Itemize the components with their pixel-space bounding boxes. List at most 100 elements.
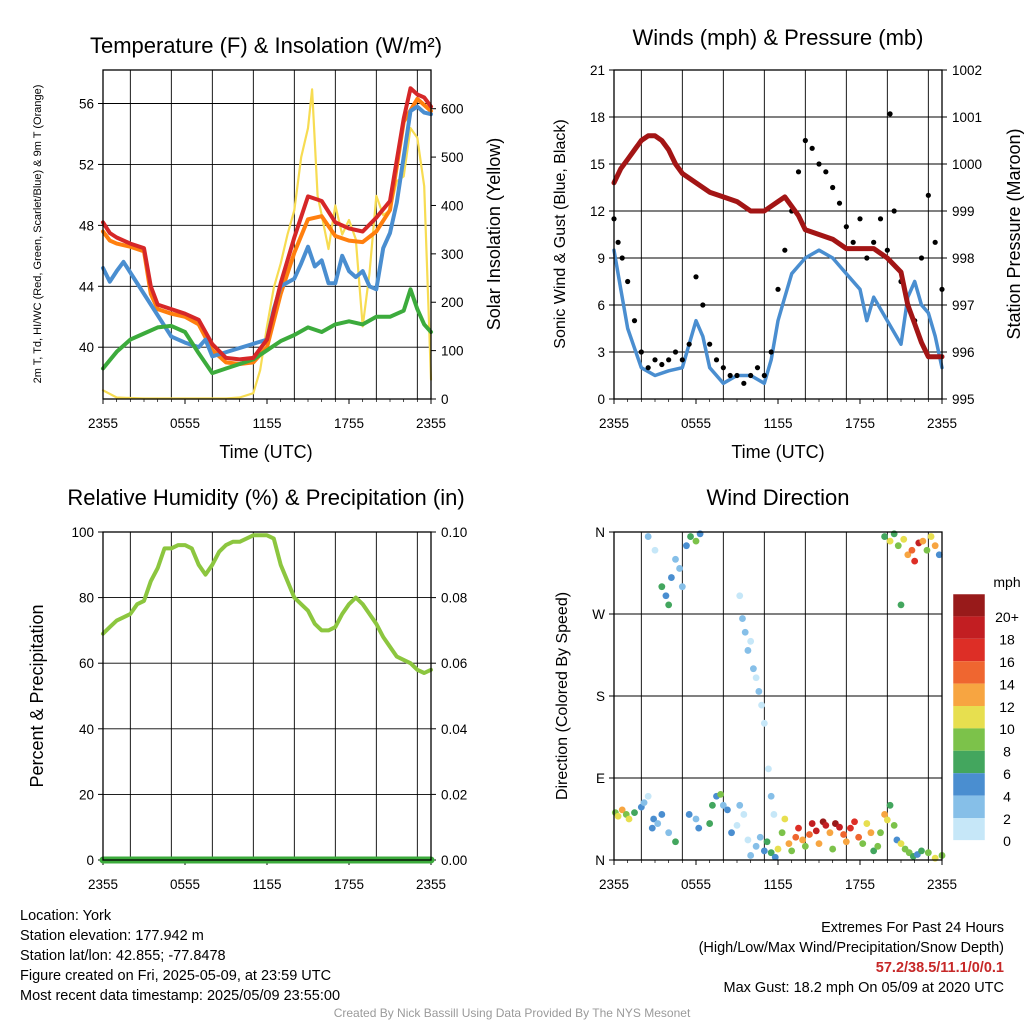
plot-frame bbox=[613, 531, 943, 861]
direction-point bbox=[931, 542, 939, 550]
x-tick-label: 2355 bbox=[88, 877, 118, 892]
direction-point bbox=[618, 806, 626, 814]
plot-frame bbox=[102, 69, 432, 400]
direction-point bbox=[724, 806, 731, 814]
direction-point bbox=[687, 533, 694, 540]
y2-tick-label: 600 bbox=[441, 102, 464, 117]
direction-point bbox=[758, 701, 765, 709]
temp-chart-title: Temperature (F) & Insolation (W/m²) bbox=[90, 33, 442, 58]
direction-point bbox=[792, 833, 800, 841]
gust-point bbox=[877, 216, 884, 222]
y-tick-label: 40 bbox=[79, 722, 94, 737]
heat-index-line bbox=[101, 104, 433, 359]
direction-point bbox=[927, 533, 935, 540]
extremes-values: 57.2/38.5/11.1/0/0.1 bbox=[875, 960, 1004, 976]
gust-point bbox=[891, 208, 897, 214]
gust-point bbox=[802, 137, 808, 144]
y-tick-label: 0 bbox=[597, 392, 605, 407]
y-tick-label: 56 bbox=[79, 97, 94, 112]
direction-point bbox=[886, 801, 894, 809]
gust-point bbox=[768, 349, 774, 355]
direction-point bbox=[676, 565, 683, 572]
temp-right-axis-label: Solar Insolation (Yellow) bbox=[484, 138, 504, 330]
y2-tick-label: 400 bbox=[441, 198, 464, 213]
direction-point bbox=[908, 546, 916, 554]
gust-point bbox=[748, 372, 754, 379]
extremes-title: Extremes For Past 24 Hours bbox=[821, 920, 1004, 936]
legend-label: 18 bbox=[999, 632, 1015, 648]
gust-point bbox=[816, 161, 822, 167]
wind-x-axis-label: Time (UTC) bbox=[731, 442, 824, 462]
speed-legend: 20+ 18 16 14 12 10 8 6 4 2 0 bbox=[952, 593, 1019, 849]
y2-tick-label: 0.10 bbox=[441, 525, 467, 540]
y-tick-label: 20 bbox=[79, 787, 94, 802]
direction-point bbox=[812, 827, 820, 835]
wind-direction-chart: Wind Direction Direction (Colored By Spe… bbox=[554, 485, 1021, 892]
y-tick-label: 40 bbox=[79, 340, 94, 355]
gust-point bbox=[631, 318, 638, 324]
rh-chart-title: Relative Humidity (%) & Precipitation (i… bbox=[67, 485, 464, 510]
direction-point bbox=[855, 833, 863, 841]
y2-tick-label: 0.08 bbox=[441, 591, 467, 606]
gust-point bbox=[615, 239, 621, 245]
wind-speed-line bbox=[612, 248, 944, 386]
x-tick-label: 1755 bbox=[334, 416, 364, 431]
direction-point bbox=[662, 592, 670, 600]
gust-point bbox=[638, 349, 644, 355]
direction-point bbox=[801, 842, 809, 850]
gust-point bbox=[932, 239, 938, 245]
legend-label: 10 bbox=[999, 721, 1015, 737]
direction-point bbox=[672, 838, 679, 846]
y-tick-label: N bbox=[595, 853, 605, 868]
y2-tick-label: 995 bbox=[952, 392, 975, 407]
direction-point bbox=[658, 811, 666, 818]
y-tick-label: 48 bbox=[79, 218, 94, 233]
direction-point bbox=[883, 816, 891, 824]
legend-label: 2 bbox=[1003, 811, 1011, 827]
gust-point bbox=[700, 302, 706, 308]
legend-swatch bbox=[953, 773, 985, 796]
direction-point bbox=[706, 820, 714, 827]
direction-point bbox=[897, 840, 905, 847]
y-tick-label: 12 bbox=[590, 204, 605, 219]
direction-point bbox=[778, 829, 786, 837]
gust-point bbox=[754, 365, 761, 371]
gust-point bbox=[809, 145, 815, 151]
gust-point bbox=[713, 357, 720, 363]
wind-chart-title: Winds (mph) & Pressure (mb) bbox=[633, 25, 924, 50]
legend-label: 6 bbox=[1003, 766, 1011, 782]
legend-swatch bbox=[953, 616, 985, 639]
gust-point bbox=[693, 274, 699, 280]
x-tick-label: 2355 bbox=[88, 416, 118, 431]
direction-point bbox=[890, 821, 898, 829]
direction-point bbox=[836, 823, 843, 831]
gust-point bbox=[619, 255, 625, 261]
y2-tick-label: 0.02 bbox=[441, 787, 467, 802]
x-tick-label: 0555 bbox=[170, 416, 200, 431]
extremes-subtitle: (High/Low/Max Wind/Precipitation/Snow De… bbox=[698, 940, 1004, 956]
extremes-info: Extremes For Past 24 Hours (High/Low/Max… bbox=[699, 918, 1004, 998]
direction-point bbox=[788, 847, 796, 855]
dewpoint-line bbox=[101, 287, 433, 376]
direction-point bbox=[692, 537, 700, 545]
direction-point bbox=[678, 583, 686, 591]
legend-label: 16 bbox=[999, 654, 1015, 670]
station-location: Location: York bbox=[20, 908, 112, 924]
y-tick-label: 3 bbox=[597, 345, 605, 360]
direction-point bbox=[648, 824, 656, 832]
direction-point bbox=[924, 849, 932, 857]
x-tick-label: 1155 bbox=[763, 877, 792, 892]
direction-point bbox=[741, 628, 749, 636]
gust-point bbox=[645, 365, 651, 371]
gust-point bbox=[884, 247, 890, 253]
x-tick-label: 1155 bbox=[252, 877, 281, 892]
dir-left-axis-label: Direction (Colored By Speed) bbox=[554, 592, 571, 800]
direction-point bbox=[744, 836, 752, 844]
temp-x-axis-label: Time (UTC) bbox=[219, 442, 312, 462]
y-tick-label: 60 bbox=[79, 656, 94, 671]
y-tick-label: 9 bbox=[597, 251, 605, 266]
station-info: Location: York Station elevation: 177.94… bbox=[20, 906, 340, 1006]
gust-point bbox=[686, 341, 692, 347]
direction-point bbox=[665, 829, 673, 837]
